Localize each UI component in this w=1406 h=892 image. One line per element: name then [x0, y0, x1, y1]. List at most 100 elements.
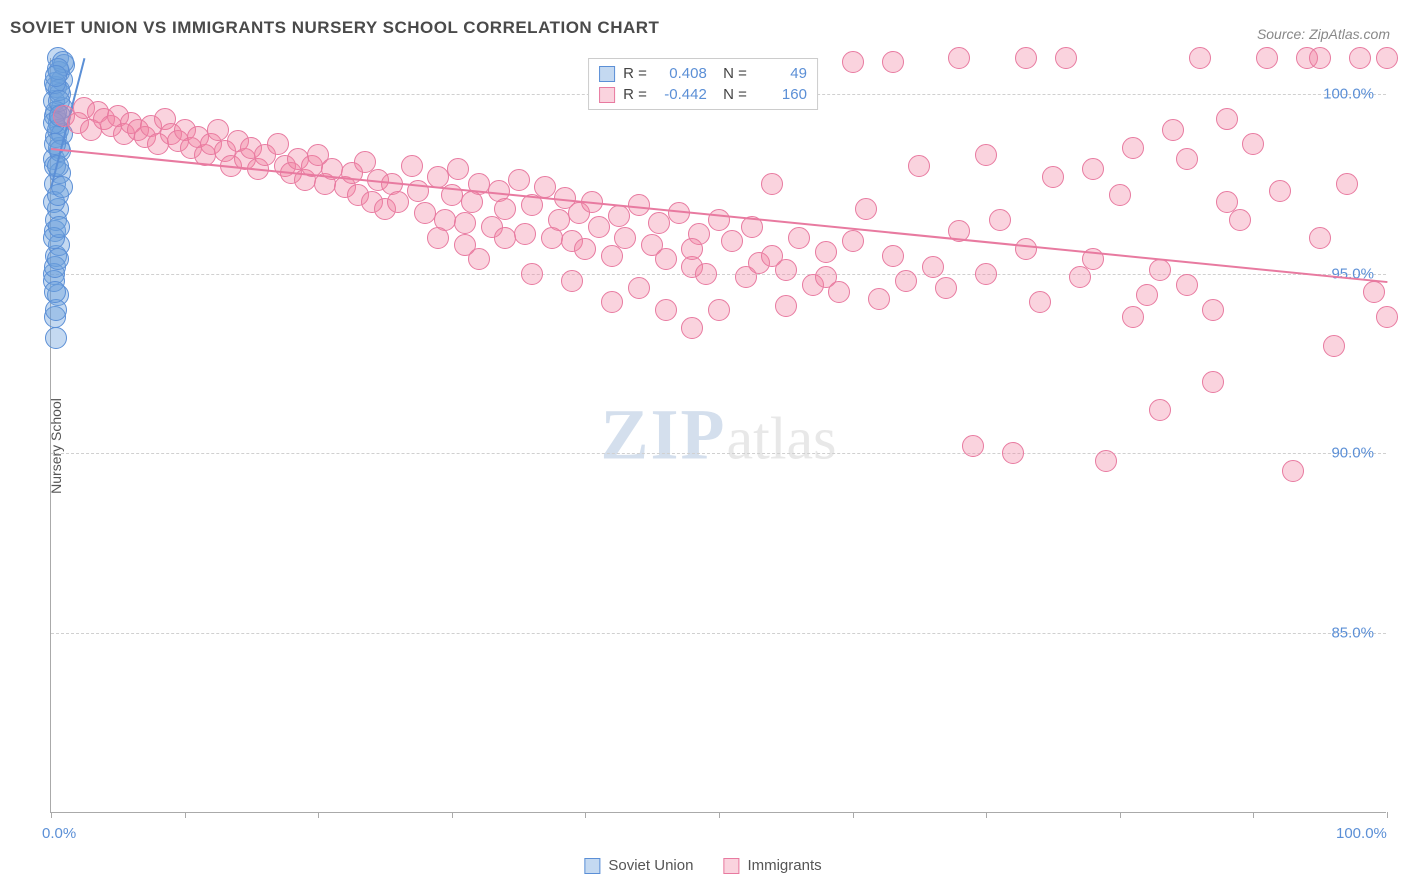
data-point [1349, 47, 1371, 69]
data-point [1029, 291, 1051, 313]
data-point [948, 47, 970, 69]
data-point [815, 266, 837, 288]
data-point [521, 263, 543, 285]
data-point [574, 238, 596, 260]
x-tick-label: 100.0% [1336, 825, 1387, 842]
data-point [1323, 335, 1345, 357]
data-point [1336, 173, 1358, 195]
x-tick [719, 812, 720, 818]
data-point [882, 245, 904, 267]
data-point [855, 198, 877, 220]
data-point [494, 198, 516, 220]
data-point [207, 119, 229, 141]
legend-label-immigrants: Immigrants [747, 857, 821, 874]
y-tick-label: 90.0% [1331, 445, 1374, 462]
chart-title: SOVIET UNION VS IMMIGRANTS NURSERY SCHOO… [10, 18, 659, 38]
data-point [989, 209, 1011, 231]
data-point [895, 270, 917, 292]
data-point [494, 227, 516, 249]
data-point [1002, 442, 1024, 464]
data-point [708, 209, 730, 231]
legend-swatch-pink [723, 858, 739, 874]
data-point [655, 248, 677, 270]
data-point [267, 133, 289, 155]
gridline [51, 633, 1386, 634]
data-point [561, 270, 583, 292]
data-point [1376, 47, 1398, 69]
data-point [1202, 299, 1224, 321]
legend-swatch-blue [584, 858, 600, 874]
data-point [788, 227, 810, 249]
data-point [1309, 227, 1331, 249]
data-point [1176, 148, 1198, 170]
legend-label-soviet: Soviet Union [608, 857, 693, 874]
watermark-zip: ZIP [601, 395, 727, 475]
watermark: ZIPatlas [601, 394, 837, 477]
data-point [721, 230, 743, 252]
data-point [1109, 184, 1131, 206]
data-point [1282, 460, 1304, 482]
data-point [815, 241, 837, 263]
y-tick-label: 100.0% [1323, 85, 1374, 102]
data-point [962, 435, 984, 457]
data-point [882, 51, 904, 73]
data-point [1015, 47, 1037, 69]
data-point [761, 173, 783, 195]
data-point [614, 227, 636, 249]
x-tick [1253, 812, 1254, 818]
data-point [1256, 47, 1278, 69]
data-point [454, 234, 476, 256]
legend-item-immigrants: Immigrants [723, 857, 821, 874]
x-tick [452, 812, 453, 818]
stat-r-label: R = [623, 86, 647, 103]
data-point [908, 155, 930, 177]
data-point [454, 212, 476, 234]
stat-r-value-pink: -0.442 [655, 86, 707, 103]
stat-n-label: N = [715, 86, 747, 103]
data-point [1269, 180, 1291, 202]
data-point [1136, 284, 1158, 306]
source-attribution: Source: ZipAtlas.com [1257, 26, 1390, 42]
data-point [648, 212, 670, 234]
legend-item-soviet: Soviet Union [584, 857, 693, 874]
data-point [761, 245, 783, 267]
data-point [48, 216, 70, 238]
data-point [868, 288, 890, 310]
stats-row-blue: R = 0.408 N = 49 [599, 63, 807, 84]
data-point [387, 191, 409, 213]
data-point [1042, 166, 1064, 188]
data-point [842, 51, 864, 73]
data-point [514, 223, 536, 245]
data-point [975, 144, 997, 166]
data-point [1216, 108, 1238, 130]
x-tick [986, 812, 987, 818]
x-tick [51, 812, 52, 818]
data-point [45, 65, 67, 87]
watermark-atlas: atlas [727, 406, 837, 472]
data-point [588, 216, 610, 238]
data-point [695, 263, 717, 285]
stat-n-value-blue: 49 [755, 65, 807, 82]
data-point [447, 158, 469, 180]
x-tick [1120, 812, 1121, 818]
data-point [414, 202, 436, 224]
stat-n-label: N = [715, 65, 747, 82]
data-point [47, 248, 69, 270]
data-point [708, 299, 730, 321]
data-point [1122, 306, 1144, 328]
data-point [681, 238, 703, 260]
data-point [681, 317, 703, 339]
y-tick-label: 85.0% [1331, 625, 1374, 642]
data-point [1069, 266, 1091, 288]
data-point [1309, 47, 1331, 69]
swatch-pink [599, 87, 615, 103]
swatch-blue [599, 66, 615, 82]
data-point [1376, 306, 1398, 328]
data-point [775, 295, 797, 317]
data-point [1149, 399, 1171, 421]
data-point [401, 155, 423, 177]
data-point [1202, 371, 1224, 393]
data-point [1149, 259, 1171, 281]
x-tick [853, 812, 854, 818]
data-point [922, 256, 944, 278]
